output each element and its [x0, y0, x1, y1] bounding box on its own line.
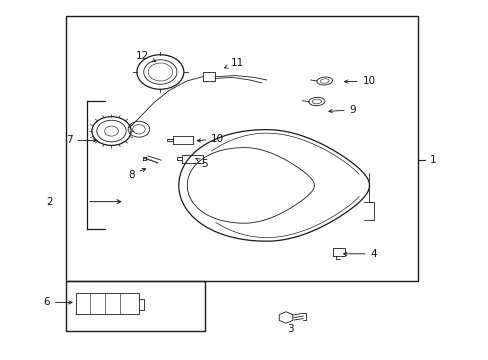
Bar [66, 16, 417, 281]
Text: 10: 10 [344, 76, 375, 86]
Text: 7: 7 [65, 135, 96, 145]
Text: 5: 5 [196, 158, 207, 169]
Text: 12: 12 [136, 51, 155, 62]
Text: 3: 3 [287, 324, 294, 334]
Text: 1: 1 [428, 155, 435, 165]
Text: 11: 11 [224, 58, 244, 68]
Text: 9: 9 [328, 105, 356, 115]
Text: 4: 4 [343, 249, 377, 259]
Bar [66, 281, 205, 331]
Text: 6: 6 [43, 297, 72, 307]
Text: 2: 2 [46, 197, 53, 207]
Text: 8: 8 [127, 168, 145, 180]
Text: 10: 10 [197, 134, 224, 144]
